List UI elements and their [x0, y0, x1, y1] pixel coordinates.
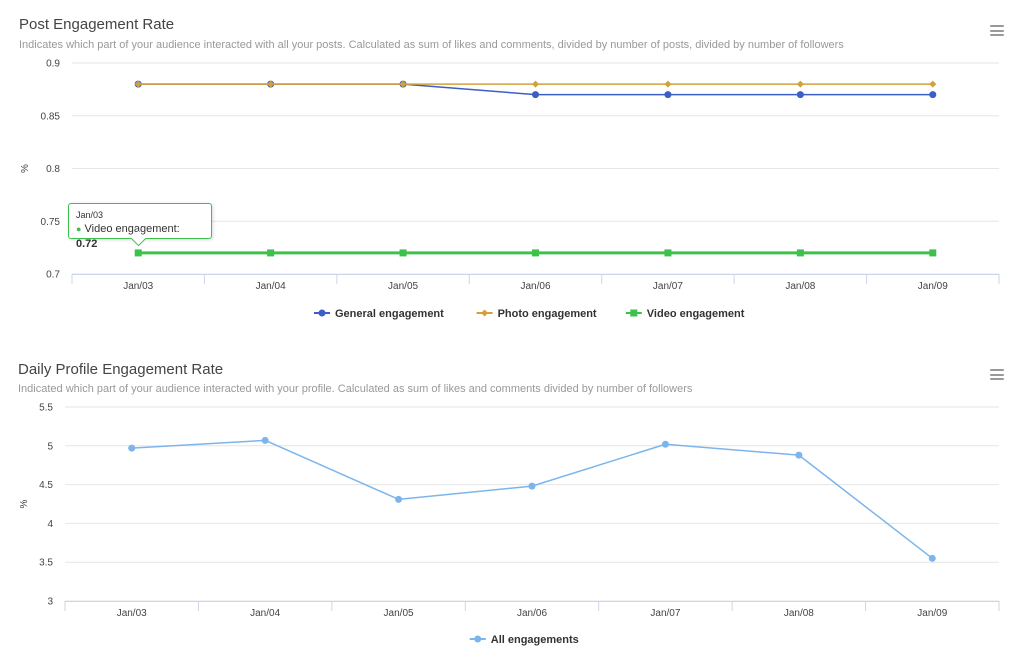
hamburger-menu-icon[interactable] [990, 369, 1004, 380]
data-point[interactable] [661, 440, 669, 448]
data-point[interactable] [134, 249, 142, 257]
x-tick-label: Jan/03 [117, 608, 147, 619]
tooltip-dot-icon: ● [76, 224, 82, 234]
x-tick-label: Jan/05 [384, 608, 414, 619]
data-point[interactable] [929, 249, 937, 257]
legend-item-general-engagement[interactable]: General engagement [314, 308, 444, 320]
data-point[interactable] [929, 91, 937, 99]
x-tick-label: Jan/08 [784, 608, 814, 619]
y-tick-label: 4 [47, 519, 53, 530]
data-point[interactable] [399, 80, 407, 88]
legend-item-video-engagement[interactable]: Video engagement [625, 308, 745, 320]
y-tick-label: 0.8 [46, 164, 60, 175]
y-tick-label: 0.9 [46, 59, 60, 70]
x-tick-label: Jan/09 [917, 608, 947, 619]
legend-label[interactable]: All engagements [491, 634, 579, 646]
y-tick-label: 4.5 [39, 480, 53, 491]
data-point[interactable] [134, 80, 142, 88]
x-tick-label: Jan/04 [250, 608, 280, 619]
hamburger-menu-icon[interactable] [990, 25, 1004, 36]
x-tick-label: Jan/08 [785, 281, 815, 292]
y-tick-label: 0.75 [41, 217, 61, 228]
x-tick-label: Jan/03 [123, 281, 153, 292]
y-tick-label: 5.5 [39, 403, 53, 414]
series-line-all-engagements [131, 439, 933, 559]
data-point[interactable] [795, 451, 803, 459]
y-axis-label: % [20, 164, 31, 173]
data-point[interactable] [528, 482, 536, 490]
legend-item-photo-engagement[interactable]: Photo engagement [476, 308, 597, 320]
chart-tooltip: Jan/03 ● Video engagement: 0.72 [68, 203, 212, 250]
chart-subtitle: Indicated which part of your audience in… [18, 383, 693, 395]
data-point[interactable] [796, 91, 804, 99]
x-tick-label: Jan/07 [650, 608, 680, 619]
data-point[interactable] [929, 80, 937, 88]
data-point[interactable] [267, 80, 275, 88]
legend-label[interactable]: General engagement [335, 308, 444, 320]
legend-label[interactable]: Photo engagement [498, 308, 597, 320]
legend-label[interactable]: Video engagement [647, 308, 745, 320]
y-tick-label: 3.5 [39, 558, 53, 569]
legend-marker-icon [630, 309, 638, 317]
legend-marker-icon [474, 635, 482, 643]
data-point[interactable] [267, 249, 275, 257]
y-tick-label: 0.85 [41, 111, 61, 122]
data-point[interactable] [928, 554, 936, 562]
tooltip-value: 0.72 [76, 238, 98, 250]
profile-engagement-chart: Daily Profile Engagement Rate Indicated … [0, 345, 1024, 670]
data-point[interactable] [395, 495, 403, 503]
y-tick-label: 0.7 [46, 270, 60, 281]
post-engagement-chart: Post Engagement Rate Indicates which par… [19, 16, 1004, 320]
chart-title: Post Engagement Rate [19, 16, 175, 33]
x-tick-label: Jan/04 [256, 281, 286, 292]
legend-marker-icon [318, 309, 326, 317]
chart-subtitle: Indicates which part of your audience in… [19, 39, 844, 51]
profile-engagement-plot: 5.5 5 4.5 4 3.5 3 Jan/03 Jan/04 Jan/05 Jan/06 Jan/… [19, 403, 1000, 646]
data-point[interactable] [532, 249, 539, 257]
y-tick-label: 3 [47, 597, 53, 608]
data-point[interactable] [532, 91, 539, 99]
x-tick-label: Jan/07 [653, 281, 683, 292]
data-point[interactable] [664, 80, 672, 88]
legend-marker-icon [481, 309, 489, 317]
y-axis-label: % [19, 499, 30, 508]
data-point[interactable] [664, 91, 672, 99]
data-point[interactable] [128, 444, 136, 452]
tooltip-date: Jan/03 [76, 210, 104, 220]
x-tick-label: Jan/09 [918, 281, 948, 292]
data-point[interactable] [664, 249, 672, 257]
y-tick-label: 5 [47, 441, 53, 452]
x-tick-label: Jan/06 [520, 281, 550, 292]
data-point[interactable] [532, 80, 539, 88]
tooltip-series: Video engagement [84, 223, 177, 235]
tooltip-row: ● Video engagement: 0.72 [76, 223, 180, 250]
x-tick-label: Jan/05 [388, 281, 418, 292]
x-tick-label: Jan/06 [517, 608, 547, 619]
post-engagement-plot: 0.9 0.85 0.8 0.75 0.7 Jan/03 Jan/04 Jan/05 Jan/0… [20, 59, 1000, 320]
data-point[interactable] [796, 80, 804, 88]
legend-item-all-engagements[interactable]: All engagements [469, 634, 579, 646]
data-point[interactable] [796, 249, 804, 257]
data-point[interactable] [261, 436, 269, 444]
data-point[interactable] [399, 249, 407, 257]
chart-title: Daily Profile Engagement Rate [18, 361, 224, 378]
